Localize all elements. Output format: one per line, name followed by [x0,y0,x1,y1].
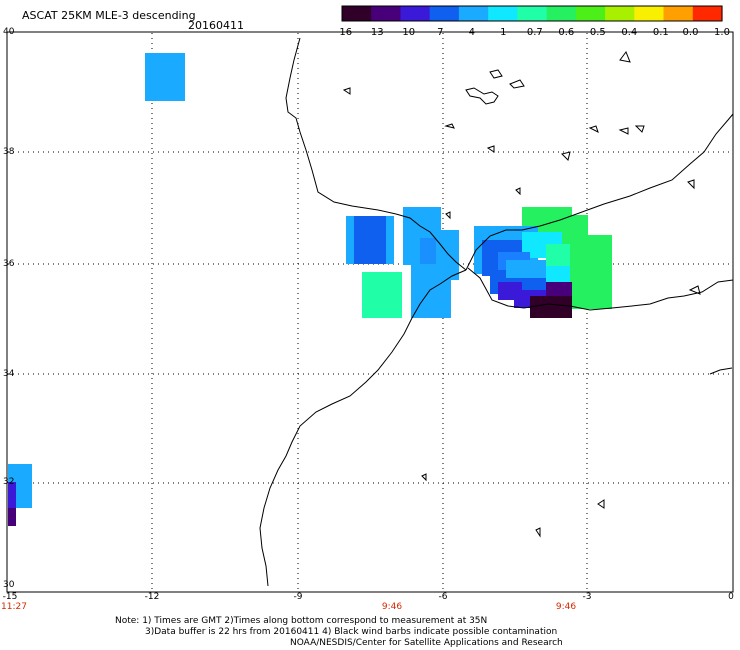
swath-cell [506,260,546,278]
colorbar-label: -16 [335,27,353,38]
swath-cell [546,266,570,286]
lon-label-0: 0 [728,592,734,602]
lat-label-32: 32 [3,477,15,487]
note-line-1: Note: 1) Times are GMT 2)Times along bot… [115,616,488,626]
colorbar-label: 0.0 [682,27,699,38]
colorbar-label: -4 [465,27,475,38]
note-line-2: 3)Data buffer is 22 hrs from 20160411 4)… [145,627,558,637]
colorbar-segment [575,6,606,21]
colorbar-segment [458,6,489,21]
colorbar-segment [342,6,372,21]
swath-cell [362,272,402,318]
colorbar-frame [341,5,723,22]
colorbar-segment [488,6,518,21]
scatterometer-swaths [8,53,612,526]
map-date: 20160411 [188,19,244,32]
lat-label-40: 40 [3,27,15,37]
gridlines [8,33,732,591]
swath-cell [530,296,572,318]
swath-cell [546,282,572,300]
map-title: ASCAT 25KM MLE-3 descending [22,9,196,22]
swath-cell [8,508,16,526]
colorbar-label: -0.5 [586,27,606,38]
colorbar-segment [605,6,635,21]
colorbar-label: -1 [496,27,507,38]
lat-label-34: 34 [3,369,15,379]
colorbar-label: -0.1 [649,27,669,38]
time-label: 9:46 [555,602,577,612]
colorbar [341,5,723,22]
colorbar-segment [663,6,694,21]
time-label: 11:27 [1,602,27,612]
colorbar-label: -10 [398,27,416,38]
swath-cell [8,482,16,508]
colorbar-label: -0.4 [617,27,638,38]
swath-cell [420,238,436,264]
lon-label-minus12: -12 [144,592,160,602]
colorbar-segment [429,6,460,21]
lon-label-minus9: -9 [293,592,303,602]
colorbar-label: -7 [433,27,444,38]
swath-cell [354,216,386,264]
colorbar-label: -13 [367,27,384,38]
lon-label-minus3: -3 [582,592,592,602]
time-label: 9:46 [381,602,403,612]
colorbar-label: -0.6 [554,27,575,38]
colorbar-segment [517,6,548,21]
swath-cell [411,280,451,318]
swath-cell [570,235,612,309]
colorbar-segment [692,6,723,21]
colorbar-segment [400,6,431,21]
lon-label-minus15: -15 [2,592,18,602]
colorbar-segment [546,6,577,21]
coastlines [259,37,734,587]
colorbar-label: 1.0 [714,27,730,38]
lat-label-36: 36 [3,259,15,269]
colorbar-label: -0.7 [523,27,543,38]
swath-cell [145,53,185,101]
note-line-3: NOAA/NESDIS/Center for Satellite Applica… [290,638,563,648]
lat-label-38: 38 [3,147,15,157]
lon-label-minus6: -6 [438,592,448,602]
lat-label-30: 30 [3,580,15,590]
map-frame [6,31,734,593]
colorbar-segment [634,6,665,21]
colorbar-segment [371,6,401,21]
